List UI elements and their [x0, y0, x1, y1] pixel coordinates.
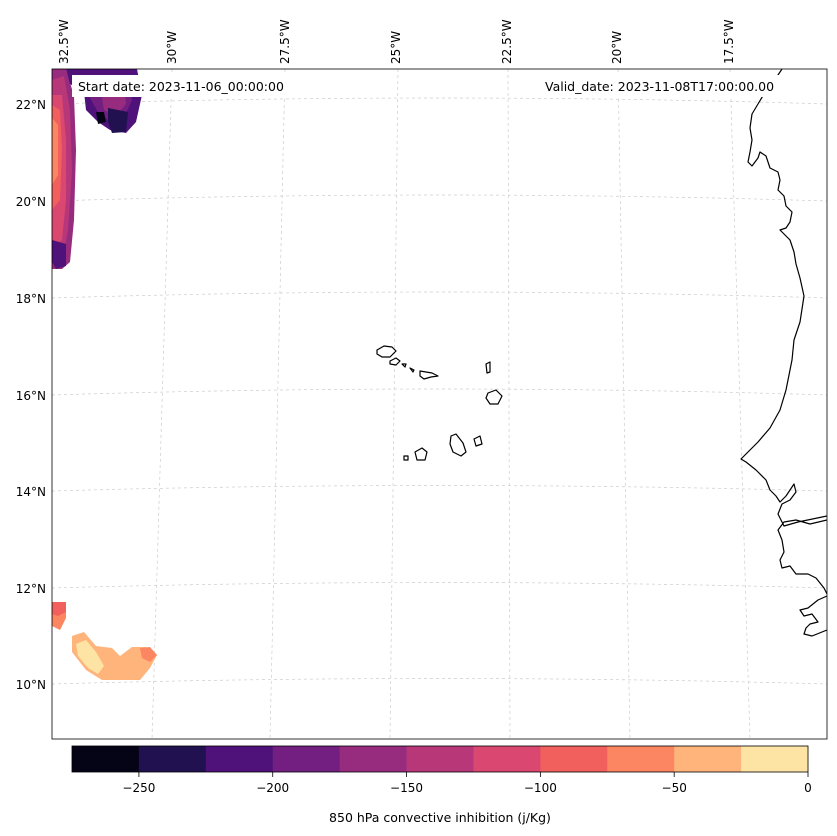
african-coastline — [740, 69, 827, 527]
valid-date-box — [540, 75, 806, 97]
island-maio — [473, 435, 483, 447]
map-frame — [51, 68, 828, 740]
lat-label: 12°N — [16, 582, 46, 596]
cape-verde-islands — [376, 345, 503, 461]
lat-label: 10°N — [16, 678, 46, 692]
lon-label: 32.5°W — [57, 19, 71, 64]
island-fogo — [414, 447, 428, 461]
lat-label: 16°N — [16, 389, 46, 403]
lon-label: 25°W — [389, 31, 403, 64]
guinea-bissau-coast — [799, 595, 827, 637]
longitude-labels: 32.5°W 30°W 27.5°W 25°W 22.5°W 20°W 17.5… — [57, 19, 736, 64]
latitude-labels: 22°N 20°N 18°N 16°N 14°N 12°N 10°N — [16, 98, 46, 692]
lat-label: 22°N — [16, 98, 46, 112]
colorbar-swatch — [607, 746, 675, 772]
colorbar-tick-label: −250 — [122, 781, 155, 795]
colorbar-swatch — [406, 746, 474, 772]
gambia-senegal-coast — [777, 519, 827, 595]
colorbar-swatch — [272, 746, 341, 772]
colorbar-swatch — [540, 746, 608, 772]
colorbar-swatch — [674, 746, 742, 772]
lon-label: 30°W — [165, 31, 179, 64]
island-santo-antao — [376, 345, 397, 358]
gridlines — [52, 69, 827, 739]
colorbar-ticks: −250 −200 −150 −100 −50 0 — [122, 772, 812, 795]
lon-label: 17.5°W — [722, 19, 736, 64]
island-sao-nicolau — [409, 367, 415, 373]
lat-label: 18°N — [16, 292, 46, 306]
island-sao-nicolau-main — [419, 370, 439, 380]
island-sao-vicente — [389, 357, 401, 366]
lon-label: 20°W — [610, 31, 624, 64]
island-boa-vista — [485, 389, 503, 405]
cin-field-southwest — [52, 602, 157, 680]
lon-label: 22.5°W — [500, 19, 514, 64]
map-area — [52, 69, 827, 739]
colorbar-tick-label: −150 — [390, 781, 423, 795]
island-brava — [403, 455, 409, 461]
colorbar-swatches — [72, 746, 809, 772]
colorbar-swatch — [72, 746, 140, 772]
island-santa-luzia — [401, 363, 407, 368]
lat-label: 20°N — [16, 195, 46, 209]
colorbar-title: 850 hPa convective inhibition (j/Kg) — [329, 810, 551, 825]
lat-label: 14°N — [16, 485, 46, 499]
colorbar-frame — [71, 745, 809, 773]
valid-date-label: Valid_date: 2023-11-08T17:00:00.00 — [545, 79, 774, 94]
colorbar: −250 −200 −150 −100 −50 0 850 hPa convective … — [71, 745, 812, 825]
colorbar-swatch — [473, 746, 541, 772]
lon-label: 27.5°W — [278, 19, 292, 64]
colorbar-swatch — [339, 746, 408, 772]
island-sal — [485, 361, 491, 374]
colorbar-tick-label: 0 — [804, 781, 812, 795]
colorbar-tick-label: −50 — [662, 781, 687, 795]
colorbar-tick-label: −100 — [524, 781, 557, 795]
start-date-box — [72, 75, 312, 97]
colorbar-swatch — [138, 746, 207, 772]
island-santiago — [449, 433, 467, 457]
colorbar-tick-label: −200 — [256, 781, 289, 795]
colorbar-swatch — [205, 746, 274, 772]
colorbar-swatch — [741, 746, 809, 772]
start-date-label: Start date: 2023-11-06_00:00:00 — [78, 79, 284, 94]
